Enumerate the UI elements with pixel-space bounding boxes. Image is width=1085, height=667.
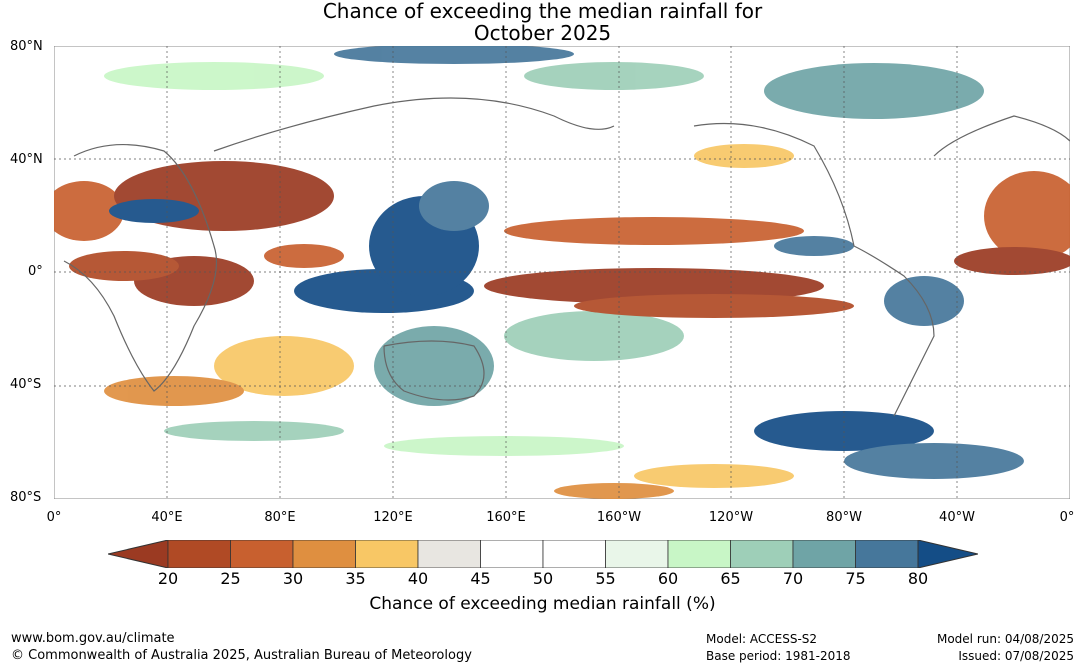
lon-label-160e: 160°E — [486, 510, 526, 525]
lat-label-40s: 40°S — [10, 377, 42, 392]
coastlines — [63, 97, 1071, 417]
rainfall-map — [44, 44, 1084, 500]
colorbar-tick-label: 75 — [845, 569, 866, 588]
colorbar-swatch — [605, 540, 669, 568]
bering-green — [524, 62, 704, 90]
lon-label-80e: 80°E — [264, 510, 296, 525]
colorbar-tick-label: 70 — [782, 569, 804, 588]
drake-passage-wet — [844, 443, 1024, 479]
indian-ocean-dry — [264, 244, 344, 268]
colorbar-swatch — [167, 540, 231, 568]
graticule — [54, 46, 1070, 499]
north-atlantic-dry — [984, 171, 1084, 261]
issued-date: Issued: 07/08/2025 — [958, 649, 1074, 663]
lat-label-0: 0° — [28, 264, 43, 279]
north-america-wet — [764, 63, 984, 119]
east-pacific-wet — [774, 236, 854, 256]
north-pacific-dry — [504, 217, 804, 245]
colorbar-tick-label: 25 — [220, 569, 241, 588]
colorbar-tick-label: 65 — [720, 569, 741, 588]
arabia-wet — [109, 199, 199, 223]
arctic-wet-band — [334, 44, 574, 64]
south-green-band — [164, 421, 344, 441]
south-indian-dry — [214, 336, 354, 396]
colorbar-swatch — [730, 540, 794, 568]
lon-label-120w: 120°W — [708, 510, 754, 525]
colorbar-extend-high — [917, 540, 978, 568]
colorbar-tick-label: 35 — [345, 569, 366, 588]
colorbar-tick-label: 50 — [532, 569, 554, 588]
colorbar-tick-label: 20 — [157, 569, 179, 588]
colorbar-tick-label: 80 — [907, 569, 929, 588]
antarctic-dry-west — [554, 483, 674, 499]
colorbar-tick-label: 45 — [470, 569, 491, 588]
lon-label-0-end: 0° — [1059, 510, 1075, 525]
colorbar-tick-label: 60 — [657, 569, 679, 588]
philippines-wet — [419, 181, 489, 231]
colorbar-swatch — [792, 540, 856, 568]
north-green-band — [104, 62, 324, 90]
south-africa-dry — [104, 376, 244, 406]
colorbar-swatch — [355, 540, 419, 568]
sahel-dry — [44, 181, 124, 241]
colorbar-extend-low — [108, 540, 169, 568]
base-period: Base period: 1981-2018 — [706, 649, 851, 663]
title-line-1: Chance of exceeding the median rainfall … — [322, 0, 763, 23]
colorbar-swatch — [292, 540, 356, 568]
north-pacific-yellow — [694, 144, 794, 168]
colorbar-tick-label: 55 — [595, 569, 616, 588]
atlantic-itcz-dry — [954, 247, 1074, 275]
chart-title: Chance of exceeding the median rainfall … — [0, 0, 1085, 44]
colorbar-tick-label: 40 — [407, 569, 429, 588]
colorbar — [108, 540, 978, 568]
colorbar-swatch — [230, 540, 294, 568]
website-link[interactable]: www.bom.gov.au/climate — [11, 631, 175, 646]
lon-label-0: 0° — [46, 510, 62, 525]
lon-label-120e: 120°E — [373, 510, 413, 525]
lat-label-80s: 80°S — [10, 490, 42, 505]
south-pacific-green — [504, 311, 684, 361]
lat-label-80n: 80°N — [10, 39, 43, 54]
colorbar-swatch — [480, 540, 544, 568]
copyright-text: © Commonwealth of Australia 2025, Austra… — [11, 648, 472, 663]
colorbar-label: Chance of exceeding median rainfall (%) — [369, 594, 716, 614]
lat-label-40n: 40°N — [10, 152, 43, 167]
colorbar-swatch — [542, 540, 606, 568]
model-run: Model run: 04/08/2025 — [936, 632, 1074, 646]
colorbar-swatch — [855, 540, 919, 568]
lon-label-160w: 160°W — [596, 510, 642, 525]
pacific-dry-south — [574, 294, 854, 318]
colorbar-swatch — [417, 540, 481, 568]
map-svg — [44, 44, 1084, 500]
title-line-2: October 2025 — [473, 21, 612, 45]
south-light-green — [384, 436, 624, 456]
lon-label-40w: 40°W — [939, 510, 975, 525]
colorbar-tick-label: 30 — [282, 569, 304, 588]
model-name: Model: ACCESS-S2 — [706, 632, 818, 646]
colorbar-swatch — [667, 540, 731, 568]
lon-label-40e: 40°E — [151, 510, 183, 525]
antarctic-dry — [634, 464, 794, 488]
central-africa-dry — [69, 251, 179, 281]
lon-label-80w: 80°W — [826, 510, 862, 525]
